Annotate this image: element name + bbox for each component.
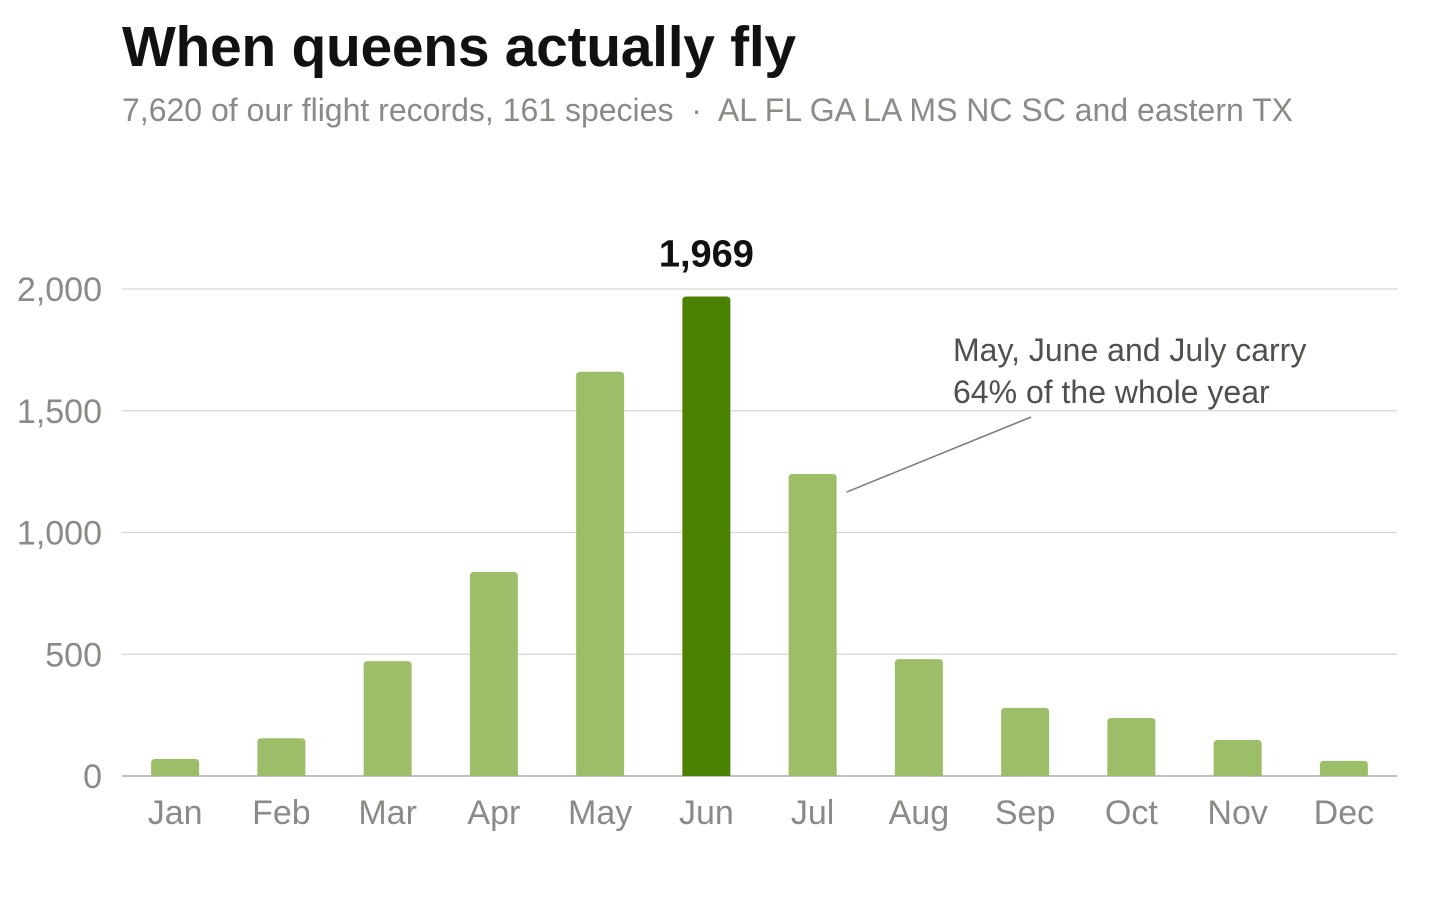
x-tick-label: Jul: [791, 794, 834, 832]
bars: [151, 296, 1368, 776]
x-tick-label: Jan: [148, 794, 203, 832]
bar-jun: [682, 296, 731, 776]
annotation-line: 64% of the whole year: [953, 374, 1270, 410]
bar-apr: [469, 571, 518, 776]
y-tick-label: 0: [83, 758, 102, 796]
x-tick-label: Jun: [679, 794, 734, 832]
x-tick-label: Mar: [358, 794, 417, 832]
bar-aug: [894, 659, 943, 776]
x-tick-label: Dec: [1314, 794, 1374, 832]
x-tick-label: Oct: [1105, 794, 1158, 832]
bar-sep: [1001, 707, 1050, 776]
y-tick-label: 1,500: [17, 393, 102, 431]
annotation-line: May, June and July carry: [953, 332, 1306, 368]
y-tick-label: 1,000: [17, 515, 102, 553]
bar-mar: [363, 661, 412, 776]
x-tick-label: Sep: [995, 794, 1056, 832]
x-tick-label: Feb: [252, 794, 311, 832]
y-tick-label: 2,000: [17, 271, 102, 309]
chart-title: When queens actually fly: [122, 15, 796, 79]
annotation-leader-line: [846, 416, 1032, 493]
annotation: May, June and July carry 64% of the whol…: [846, 332, 1306, 493]
bar-feb: [257, 738, 306, 776]
gridlines: [122, 288, 1397, 777]
bar-jan: [151, 758, 200, 776]
bar-jul: [788, 474, 837, 776]
bar-nov: [1213, 739, 1262, 776]
bar-oct: [1107, 718, 1156, 776]
x-tick-label: Nov: [1207, 794, 1267, 832]
bar-dec: [1319, 760, 1368, 776]
x-axis-labels: Jan Feb Mar Apr May Jun Jul Aug Sep Oct Nov Dec: [148, 794, 1374, 832]
x-tick-label: Apr: [467, 794, 520, 832]
chart-subtitle: 7,620 of our flight records, 161 species…: [122, 92, 1293, 128]
x-tick-label: Aug: [889, 794, 950, 832]
y-axis-labels: 0 500 1,000 1,500 2,000: [17, 271, 102, 796]
highlight-value-label: 1,969: [659, 234, 754, 276]
bar-may: [576, 371, 625, 776]
x-tick-label: May: [568, 794, 632, 832]
y-tick-label: 500: [45, 636, 102, 674]
